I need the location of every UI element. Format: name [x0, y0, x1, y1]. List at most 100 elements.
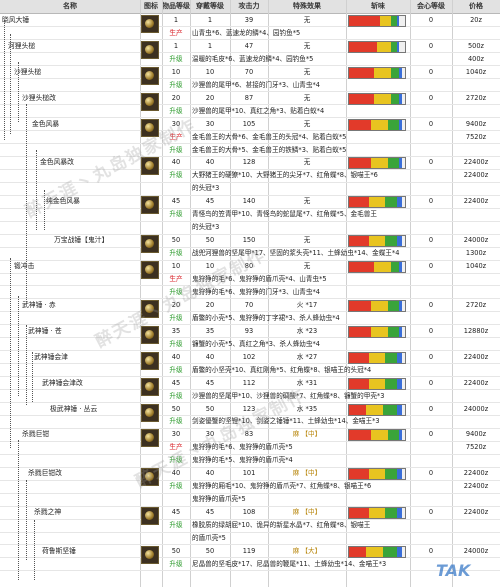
item-level: 40 — [171, 352, 181, 361]
materials-text: 温暖的毛皮*6、蓝速龙的鳞*4、园钓鱼*5 — [192, 54, 314, 63]
sharpness-segment — [388, 430, 400, 441]
attack-value: 39 — [244, 16, 254, 24]
crit-level: 0 — [428, 300, 434, 309]
row-divider — [0, 389, 500, 391]
materials-text: 鬼狩狰的毛*6、鬼狩狰的盾爪壳*4、山青虫*5 — [192, 275, 327, 283]
price-value: 22400z — [463, 378, 489, 387]
sharpness-segment — [349, 262, 375, 273]
sharpness-segment — [371, 119, 389, 130]
tree-connector — [44, 190, 45, 230]
weapon-name: 荷鲁斯坚锤 — [42, 546, 76, 555]
sharpness-segment — [399, 262, 403, 273]
crit-level: 0 — [428, 236, 434, 245]
sharpness-segment — [379, 16, 391, 26]
sharpness-segment — [349, 197, 369, 208]
sharpness-segment — [349, 378, 369, 389]
upgrade-tag: 升级 — [169, 171, 183, 180]
tree-connector — [10, 34, 11, 134]
sharpness-bar — [348, 325, 406, 338]
sharpness-segment — [396, 16, 400, 26]
sharpness-bar — [348, 196, 406, 209]
sharpness-segment — [374, 93, 391, 104]
attack-value: 105 — [242, 119, 256, 128]
crit-level: 0 — [428, 430, 434, 439]
wear-level: 30 — [205, 119, 215, 128]
sharpness-segment — [385, 236, 397, 247]
row-divider — [0, 117, 500, 119]
hammer-icon — [141, 261, 159, 280]
row-divider — [0, 233, 500, 235]
sharpness-segment — [349, 508, 369, 519]
sharpness-segment — [388, 300, 400, 311]
upgrade-tag: 升级 — [169, 391, 183, 400]
sharpness-segment — [385, 508, 397, 519]
item-level: 50 — [171, 404, 181, 413]
site-logo: TAK — [436, 561, 471, 580]
price-value: 22400z — [463, 158, 489, 167]
sharpness-segment — [396, 469, 403, 480]
sharpness-segment — [388, 158, 400, 169]
row-divider — [0, 52, 500, 54]
attack-value: 101 — [242, 469, 256, 478]
upgrade-tag: 升级 — [169, 521, 183, 530]
row-divider — [0, 65, 500, 67]
tree-connector — [26, 480, 27, 560]
tree-connector — [32, 352, 33, 402]
sharpness-bar — [348, 157, 406, 170]
upgrade-tag: 升级 — [169, 287, 183, 296]
tree-connector — [36, 150, 37, 230]
weapon-name: 金色风暴改 — [40, 158, 74, 167]
materials-text: 鬼狩狰的毛*6、鬼狩狰的盾爪壳*5 — [192, 443, 293, 452]
sharpness-segment — [365, 546, 383, 557]
attack-value: 108 — [242, 508, 256, 517]
column-divider — [140, 0, 141, 587]
hammer-icon — [141, 351, 159, 370]
wear-level: 45 — [205, 197, 215, 206]
row-divider — [0, 505, 500, 507]
sharpness-segment — [396, 236, 403, 247]
sharpness-segment — [396, 197, 403, 208]
weapon-name: 武神锤 · 赤 — [22, 300, 56, 309]
crit-level: 0 — [428, 546, 434, 555]
materials-text: 盾鳖的小坚壳*10、真红刚角*5、红角蝶*8、银喵王的头冠*4 — [192, 365, 372, 374]
wear-level: 50 — [205, 236, 215, 245]
sharpness-segment — [368, 352, 386, 363]
row-divider — [0, 440, 500, 442]
materials-text: 的头冠*3 — [192, 223, 220, 232]
row-divider — [0, 402, 500, 403]
special-effect: 水 *27 — [296, 352, 318, 361]
crit-level: 0 — [428, 119, 434, 128]
sharpness-segment — [396, 41, 400, 52]
attack-value: 102 — [242, 352, 256, 361]
weapon-name: 万宝战锤【鬼汁】 — [54, 236, 109, 245]
wear-level: 50 — [205, 404, 215, 413]
materials-text: 战兜河狸兽的坚尾甲*17、坚固的浆头壳*11、土蜂幼虫*14、金蝶王*4 — [192, 249, 400, 258]
row-divider — [0, 570, 500, 572]
wear-level: 10 — [205, 262, 215, 271]
item-level: 50 — [171, 236, 181, 245]
sharpness-segment — [391, 93, 400, 104]
item-level: 10 — [171, 262, 181, 271]
col-name-header: 名称 — [63, 2, 77, 10]
sharpness-segment — [371, 158, 389, 169]
sharpness-segment — [371, 430, 389, 441]
column-divider — [190, 0, 191, 587]
sharpness-segment — [368, 197, 386, 208]
price-value: 24000z — [463, 236, 489, 245]
col-effect-header: 特殊效果 — [293, 2, 321, 10]
row-divider — [0, 479, 500, 481]
price-value: 500z — [467, 41, 485, 50]
item-level: 50 — [171, 546, 181, 555]
sharpness-segment — [388, 119, 400, 130]
sharpness-segment — [365, 404, 383, 415]
weapon-name: 沙狸头槌 — [14, 67, 42, 76]
weapon-name: 金色风暴 — [32, 119, 60, 128]
attack-value: 128 — [242, 158, 256, 167]
materials-text: 尼晶兽的坚毛皮*17、尼晶兽的鞭尾*11、土蜂幼虫*14、金喵王*3 — [192, 559, 387, 568]
upgrade-tag: 升级 — [169, 210, 183, 219]
col-attack-header: 攻击力 — [238, 2, 260, 10]
wear-level: 20 — [205, 300, 215, 309]
special-effect: 火 *17 — [296, 300, 318, 309]
sharpness-segment — [396, 404, 403, 415]
attack-value: 123 — [242, 404, 256, 413]
